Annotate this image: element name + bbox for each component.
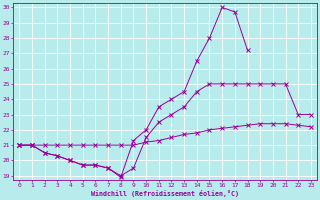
- X-axis label: Windchill (Refroidissement éolien,°C): Windchill (Refroidissement éolien,°C): [91, 190, 239, 197]
